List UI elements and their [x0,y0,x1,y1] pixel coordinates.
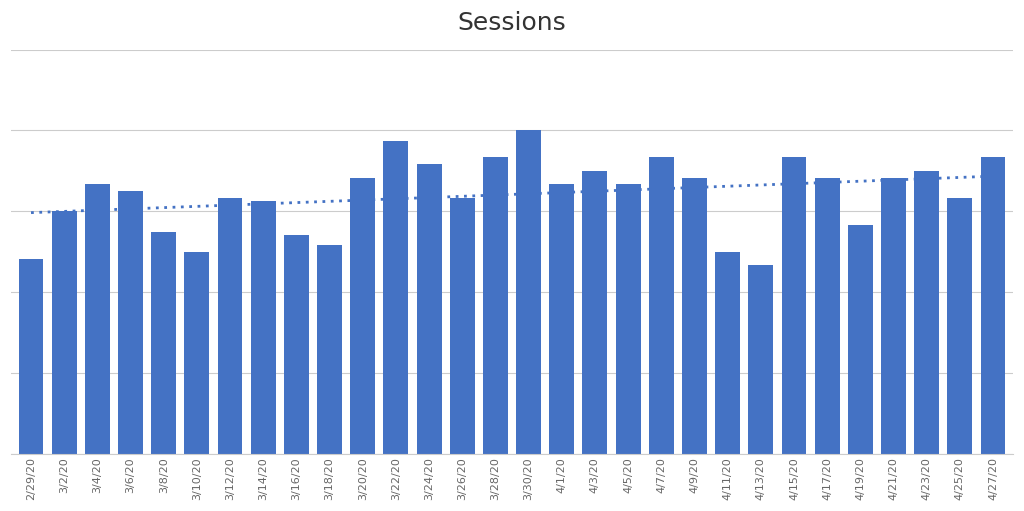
Bar [383,141,409,454]
Bar [317,245,342,454]
Bar [583,171,607,454]
Bar [251,201,275,454]
Bar [52,212,77,454]
Bar [350,178,375,454]
Title: Sessions: Sessions [458,11,566,35]
Bar [715,252,740,454]
Bar [815,178,840,454]
Bar [184,252,209,454]
Bar [118,191,143,454]
Bar [914,171,939,454]
Bar [682,178,707,454]
Bar [152,231,176,454]
Bar [18,259,43,454]
Bar [516,130,541,454]
Bar [615,184,641,454]
Bar [749,265,773,454]
Bar [85,184,110,454]
Bar [549,184,574,454]
Bar [649,157,674,454]
Bar [881,178,906,454]
Bar [848,225,872,454]
Bar [450,198,475,454]
Bar [218,198,243,454]
Bar [947,198,972,454]
Bar [981,157,1006,454]
Bar [417,164,441,454]
Bar [483,157,508,454]
Bar [284,235,309,454]
Bar [781,157,806,454]
